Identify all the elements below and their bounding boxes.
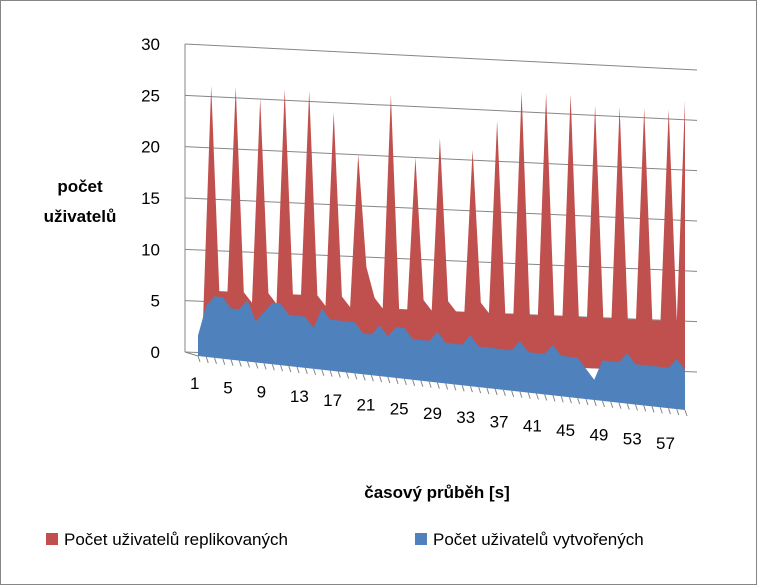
x-tick xyxy=(370,375,374,382)
y-tick-label: 20 xyxy=(141,138,160,157)
x-tick xyxy=(527,392,531,399)
x-tick xyxy=(222,358,226,365)
x-axis-title: časový průběh [s] xyxy=(364,483,510,502)
x-tick xyxy=(585,398,589,406)
y-tick-label: 0 xyxy=(151,343,160,362)
y-axis-side xyxy=(184,351,199,357)
x-tick-label: 33 xyxy=(456,408,475,427)
x-tick xyxy=(445,383,449,390)
x-tick xyxy=(337,371,341,378)
grid-line xyxy=(184,146,698,172)
x-tick xyxy=(461,385,465,392)
x-tick-label: 37 xyxy=(490,412,509,431)
x-tick xyxy=(453,384,457,391)
x-tick xyxy=(593,399,597,407)
x-tick xyxy=(486,387,490,395)
x-tick-label: 25 xyxy=(390,400,409,419)
area xyxy=(203,85,685,372)
x-tick xyxy=(412,379,416,386)
x-tick xyxy=(214,357,217,364)
x-tick xyxy=(428,381,432,388)
x-tick xyxy=(296,366,300,374)
x-tick xyxy=(560,396,564,403)
x-tick xyxy=(511,390,515,397)
x-tick xyxy=(255,362,259,369)
y-tick-label: 30 xyxy=(141,35,160,54)
grid-line xyxy=(184,94,698,121)
x-tick-label: 5 xyxy=(223,378,232,397)
x-tick xyxy=(247,361,250,368)
x-tick xyxy=(321,369,325,376)
x-tick xyxy=(288,365,292,373)
x-tick xyxy=(379,375,383,383)
x-tick xyxy=(643,405,647,412)
x-tick xyxy=(626,403,630,410)
x-tick xyxy=(346,372,350,379)
y-tick-label: 5 xyxy=(151,292,160,311)
x-tick xyxy=(420,380,424,387)
x-tick xyxy=(354,373,358,380)
y-tick-label: 25 xyxy=(141,86,160,105)
x-tick xyxy=(519,391,523,398)
x-tick xyxy=(395,377,399,385)
x-tick xyxy=(387,376,391,384)
x-tick xyxy=(601,400,605,408)
x-tick xyxy=(362,374,366,381)
y-axis-title: počet uživatelů xyxy=(43,177,117,226)
x-tick xyxy=(238,360,242,367)
x-tick xyxy=(502,389,506,397)
x-tick-label: 49 xyxy=(589,425,608,444)
x-tick xyxy=(329,370,333,377)
x-tick xyxy=(668,408,671,415)
x-tick xyxy=(205,356,209,364)
legend-swatch xyxy=(415,533,427,545)
legend-label: Počet uživatelů replikovaných xyxy=(64,530,288,549)
x-tick-label: 45 xyxy=(556,421,575,440)
x-tick-label: 57 xyxy=(656,434,675,453)
y-tick-label: 10 xyxy=(141,240,160,259)
x-tick xyxy=(313,368,317,375)
legend-label: Počet uživatelů vytvořených xyxy=(433,530,644,549)
legend-swatch xyxy=(46,533,58,545)
x-tick xyxy=(577,397,581,405)
x-tick xyxy=(469,386,473,393)
x-tick xyxy=(197,355,201,363)
x-tick xyxy=(552,395,556,402)
x-tick xyxy=(659,407,663,414)
x-tick xyxy=(280,364,284,372)
x-tick xyxy=(635,404,638,411)
x-tick-label: 41 xyxy=(523,417,542,436)
x-tick xyxy=(651,406,655,413)
x-tick xyxy=(535,393,539,400)
x-tick xyxy=(494,388,498,396)
x-tick xyxy=(436,382,440,389)
x-tick-label: 53 xyxy=(623,430,642,449)
x-tick xyxy=(676,408,680,416)
x-tick xyxy=(618,402,622,409)
x-tick-label: 9 xyxy=(257,383,266,402)
x-tick xyxy=(263,363,267,370)
x-tick xyxy=(271,364,275,371)
x-tick xyxy=(684,409,688,417)
x-tick-label: 1 xyxy=(190,374,199,393)
x-tick xyxy=(610,401,614,408)
area xyxy=(198,296,685,410)
x-tick xyxy=(230,359,234,366)
x-tick xyxy=(568,397,572,404)
y-tick-label: 15 xyxy=(141,189,160,208)
x-tick xyxy=(304,367,308,375)
x-tick xyxy=(478,386,482,394)
x-tick-label: 29 xyxy=(423,404,442,423)
x-tick-label: 17 xyxy=(323,391,342,410)
x-tick-label: 13 xyxy=(290,387,309,406)
x-tick xyxy=(403,378,407,386)
x-tick xyxy=(544,394,548,401)
x-tick-label: 21 xyxy=(356,395,375,414)
grid-line xyxy=(184,43,698,71)
